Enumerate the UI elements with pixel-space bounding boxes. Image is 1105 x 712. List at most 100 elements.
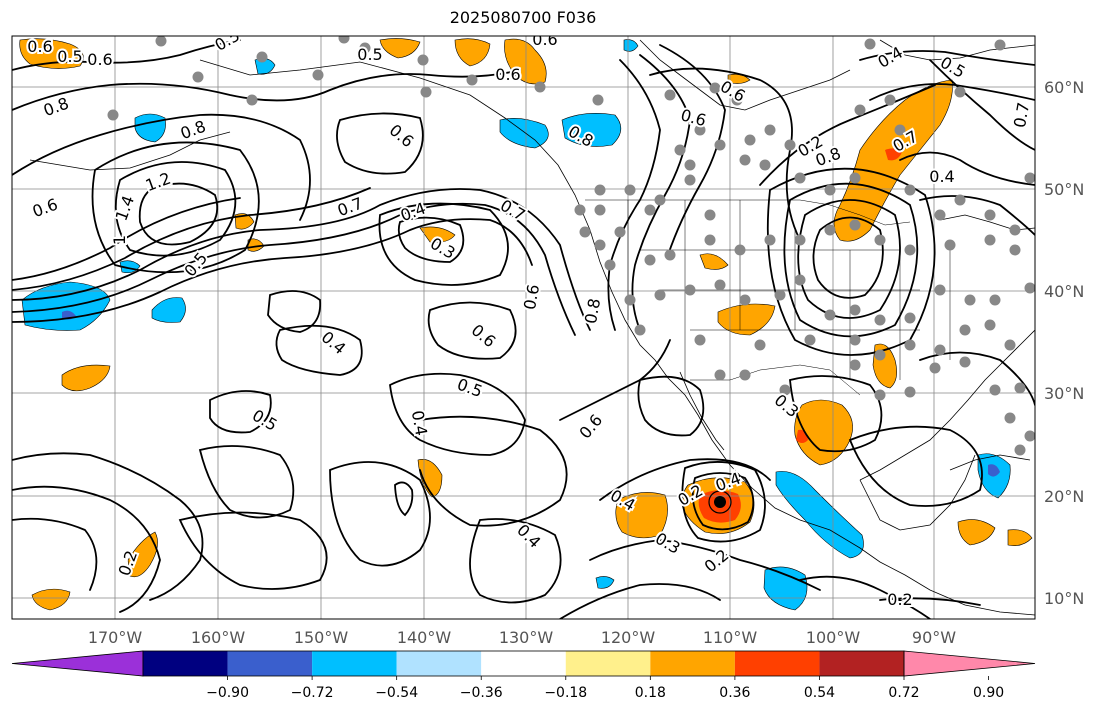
positive-anomaly-region (61, 364, 111, 392)
colorbar-tick-label: 0.72 (888, 685, 919, 701)
positive-anomaly-region (699, 253, 729, 270)
station-dot (929, 362, 941, 374)
station-dot (934, 209, 946, 221)
contour-line (783, 182, 919, 338)
station-dot (107, 109, 119, 121)
colorbar-bin (396, 651, 482, 676)
longitude-label: 90°W (912, 628, 956, 647)
station-dot (994, 39, 1006, 51)
colorbar-bin (650, 651, 735, 676)
station-dot (592, 94, 604, 106)
station-dot (959, 356, 971, 368)
colorbar (11, 650, 1036, 677)
longitude-label: 130°W (499, 628, 554, 647)
station-dot (1004, 412, 1016, 424)
colorbar-bin (143, 651, 228, 676)
station-dot (944, 239, 956, 251)
station-dot (794, 234, 806, 246)
contour-line (799, 575, 931, 619)
station-dot (654, 289, 666, 301)
colorbar-tick-label: −0.72 (291, 685, 334, 701)
station-dot (594, 239, 606, 251)
contour-line (607, 59, 661, 331)
station-dot (874, 234, 886, 246)
station-dot (256, 51, 268, 63)
contour-line (397, 216, 465, 263)
colorbar-bin (819, 651, 904, 676)
station-dot (734, 244, 746, 256)
station-dot (964, 294, 976, 306)
station-dot (754, 339, 766, 351)
contour-label: 0.2 (887, 590, 912, 609)
colorbar-tick-label: −0.36 (460, 685, 503, 701)
station-dot (1024, 430, 1035, 442)
negative-anomaly-region (499, 118, 549, 149)
station-dot (759, 159, 771, 171)
colorbar-extend-low (11, 650, 144, 677)
colorbar-bin (227, 651, 313, 676)
contour-line (12, 452, 204, 601)
station-dot (1024, 282, 1035, 294)
station-dot (794, 172, 806, 184)
station-dot (466, 74, 478, 86)
colorbar-tick-labels: −0.90 −0.72 −0.54 −0.36 −0.18 0.18 0.36 0.54 0.7… (206, 676, 1004, 701)
contour-line (12, 187, 371, 291)
colorbar-frame (142, 650, 905, 677)
positive-anomaly-region (234, 213, 255, 230)
contour-label: 0.6 (495, 65, 520, 84)
colorbar-tick-label: −0.18 (544, 685, 587, 701)
station-dot (804, 334, 816, 346)
contour-label: 0.6 (87, 50, 112, 69)
station-dot (614, 226, 626, 238)
contour-line (427, 301, 517, 360)
contour-line (759, 84, 936, 186)
longitude-label: 100°W (806, 628, 861, 647)
station-dot (714, 279, 726, 291)
coastline (859, 329, 1035, 481)
contour-line (275, 324, 363, 376)
contour-line (336, 112, 424, 175)
contour-lines (12, 39, 1035, 619)
station-dot (704, 234, 716, 246)
station-dot (684, 284, 696, 296)
station-dot (824, 184, 836, 196)
colorbar-bin (312, 651, 397, 676)
station-dot (624, 184, 636, 196)
station-dot (664, 89, 676, 101)
colorbar-extend-high (903, 650, 1036, 677)
contour-line (559, 583, 721, 619)
latitude-label: 50°N (1044, 180, 1084, 199)
colorbar-tick-label: −0.54 (375, 685, 418, 701)
contour-line (899, 151, 1035, 186)
contour-line (848, 425, 983, 507)
station-dot (894, 124, 906, 136)
station-dot (904, 339, 916, 351)
colorbar-tick-label: 0.54 (804, 685, 835, 701)
contour-line (681, 461, 766, 543)
station-dot (849, 359, 861, 371)
station-dot (312, 69, 324, 81)
station-dot (739, 369, 751, 381)
colorbar-tick-label: 0.18 (635, 685, 666, 701)
station-dot (579, 226, 591, 238)
longitude-label: 120°W (601, 628, 656, 647)
contour-line (637, 375, 705, 437)
contour-line (812, 216, 884, 299)
coastline (949, 454, 1031, 471)
contour-line (789, 375, 883, 453)
station-dot (246, 94, 258, 106)
negative-anomaly-region (151, 297, 186, 323)
contour-line (138, 182, 219, 246)
station-dot (989, 384, 1001, 396)
contour-label: 0.5 (357, 45, 382, 64)
station-dot (534, 81, 546, 93)
station-dot (764, 124, 776, 136)
station-dot (794, 274, 806, 286)
station-dot (338, 36, 350, 44)
contour-label: 0.6 (532, 30, 557, 49)
station-markers (107, 36, 1035, 456)
colorbar-tick-label: 0.90 (973, 685, 1004, 701)
contour-label: 1 (110, 235, 129, 245)
station-dot (864, 38, 876, 50)
contour-line (12, 517, 98, 591)
